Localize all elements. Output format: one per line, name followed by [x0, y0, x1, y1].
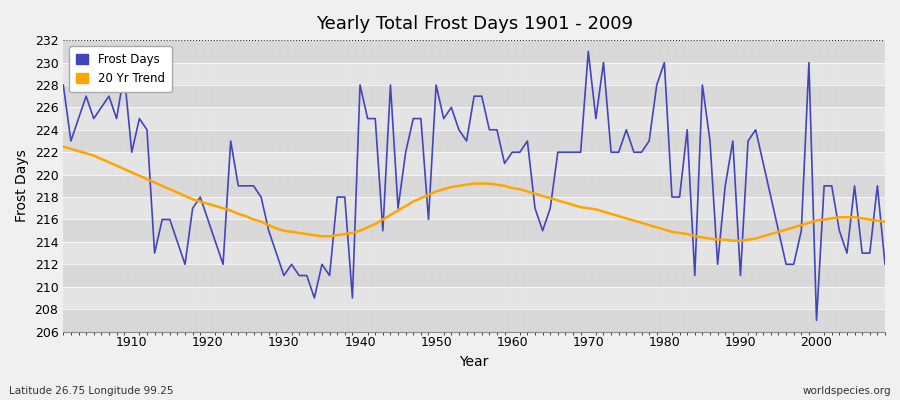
X-axis label: Year: Year — [460, 355, 489, 369]
Text: worldspecies.org: worldspecies.org — [803, 386, 891, 396]
Bar — [63, 152, 885, 175]
Bar — [63, 287, 885, 309]
Bar — [63, 62, 885, 85]
Y-axis label: Frost Days: Frost Days — [15, 150, 29, 222]
Bar — [63, 197, 885, 220]
Legend: Frost Days, 20 Yr Trend: Frost Days, 20 Yr Trend — [69, 46, 172, 92]
Bar — [63, 309, 885, 332]
Bar — [63, 130, 885, 152]
Bar — [63, 175, 885, 197]
Text: Latitude 26.75 Longitude 99.25: Latitude 26.75 Longitude 99.25 — [9, 386, 174, 396]
Bar — [63, 264, 885, 287]
Bar — [63, 220, 885, 242]
Bar — [63, 40, 885, 62]
Title: Yearly Total Frost Days 1901 - 2009: Yearly Total Frost Days 1901 - 2009 — [316, 15, 633, 33]
Bar — [63, 85, 885, 107]
Bar — [63, 242, 885, 264]
Bar — [63, 107, 885, 130]
